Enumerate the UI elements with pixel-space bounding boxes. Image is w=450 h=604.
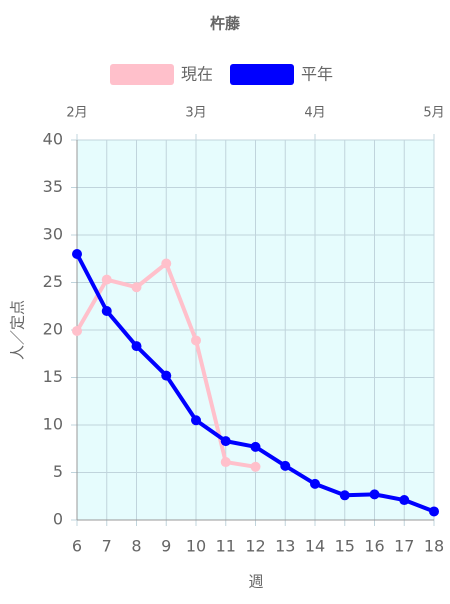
y-tick-label: 35: [43, 177, 63, 196]
y-tick-label: 30: [43, 225, 63, 244]
point: [369, 489, 380, 500]
x-tick-label: 9: [161, 537, 171, 556]
top-tick-label: 5月: [423, 106, 444, 121]
x-tick-label: 14: [305, 537, 325, 556]
x-tick-label: 6: [72, 537, 82, 556]
point: [250, 461, 261, 472]
y-tick-label: 15: [43, 367, 63, 386]
y-tick-label: 20: [43, 320, 63, 339]
point: [101, 274, 112, 285]
y-tick-label: 40: [43, 130, 63, 149]
point: [250, 441, 261, 452]
x-tick-label: 7: [102, 537, 112, 556]
x-tick-label: 13: [275, 537, 295, 556]
point: [220, 436, 231, 447]
x-tick-label: 8: [131, 537, 141, 556]
x-tick-label: 10: [186, 537, 206, 556]
x-tick-label: 12: [245, 537, 265, 556]
y-tick-label: 0: [53, 510, 63, 529]
point: [220, 457, 231, 468]
y-tick-label: 25: [43, 272, 63, 291]
chart-title: 杵藤: [210, 15, 241, 33]
x-tick-label: 16: [364, 537, 384, 556]
point: [101, 306, 112, 316]
top-tick-label: 3月: [185, 106, 206, 121]
point: [72, 249, 82, 259]
point: [191, 335, 201, 346]
point: [399, 495, 410, 506]
y-axis-label: 人／定点: [9, 300, 27, 360]
point: [280, 460, 291, 471]
legend-label: 平年: [301, 65, 333, 84]
point: [131, 282, 142, 293]
x-tick-label: 18: [424, 537, 444, 556]
point: [72, 325, 82, 336]
point: [191, 415, 201, 426]
top-tick-label: 2月: [66, 106, 87, 121]
top-tick-label: 4月: [304, 106, 325, 121]
point: [161, 258, 172, 269]
x-axis-label: 週: [248, 573, 263, 591]
point: [161, 370, 172, 381]
x-tick-label: 17: [394, 537, 414, 556]
point: [310, 478, 320, 489]
y-tick-label: 10: [43, 415, 63, 434]
point: [131, 341, 142, 352]
legend-label: 現在: [181, 65, 213, 84]
y-tick-label: 5: [53, 462, 63, 481]
legend-swatch: [230, 64, 294, 85]
x-tick-label: 11: [216, 537, 236, 556]
point: [429, 506, 439, 517]
legend-swatch: [110, 64, 174, 85]
point: [339, 490, 350, 501]
x-tick-label: 15: [335, 537, 355, 556]
